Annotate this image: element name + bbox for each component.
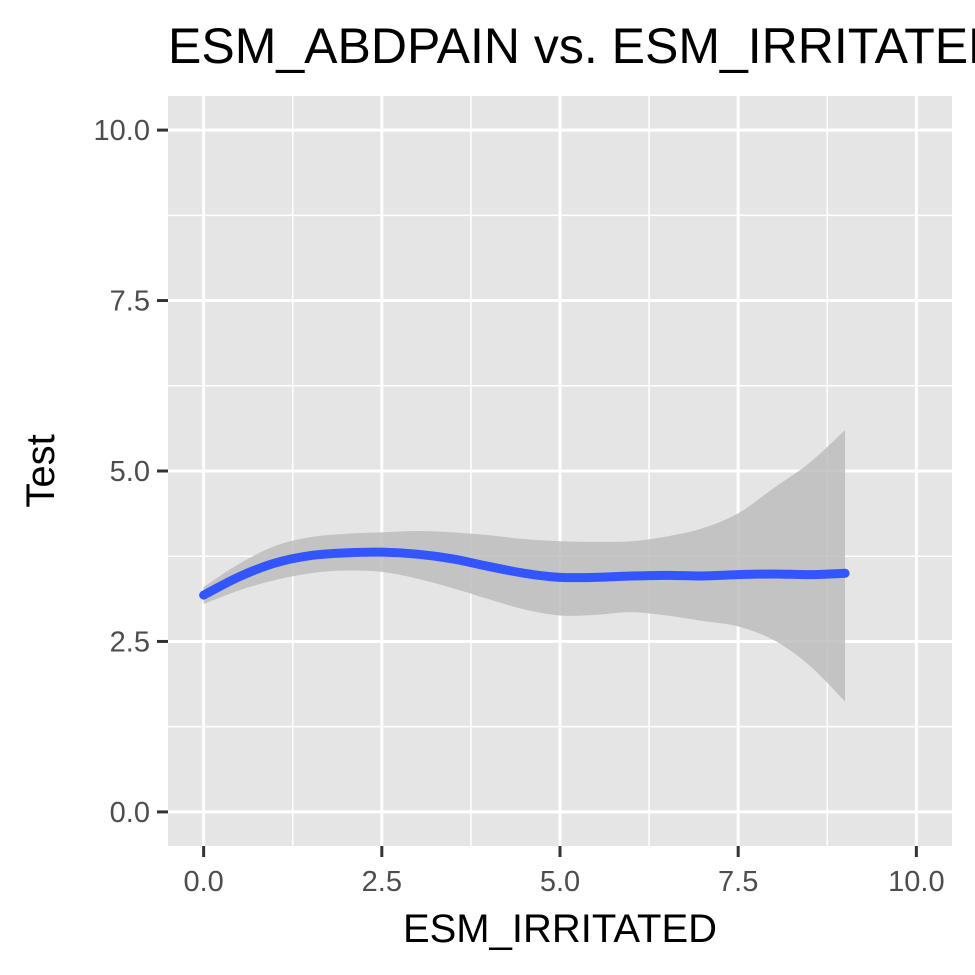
y-axis: 0.0 2.5 5.0 7.5 10.0: [94, 115, 168, 829]
smooth-fit-line: [199, 547, 850, 600]
y-axis-title: Test: [19, 434, 63, 507]
x-tick-label: 0.0: [183, 866, 223, 898]
y-tick-label: 10.0: [94, 115, 150, 147]
y-tick-label: 5.0: [110, 456, 150, 488]
y-tick-label: 0.0: [110, 797, 150, 829]
y-tick-label: 7.5: [110, 286, 150, 318]
grid-major: [168, 96, 952, 846]
chart-title: ESM_ABDPAIN vs. ESM_IRRITATED: [168, 18, 975, 74]
x-tick-label: 2.5: [362, 866, 402, 898]
confidence-ribbon: [203, 430, 846, 702]
x-tick-label: 10.0: [888, 866, 944, 898]
x-tick-label: 7.5: [718, 866, 758, 898]
x-tick-label: 5.0: [540, 866, 580, 898]
x-axis: 0.0 2.5 5.0 7.5 10.0: [183, 846, 945, 898]
x-axis-title: ESM_IRRITATED: [403, 907, 717, 951]
y-tick-label: 2.5: [110, 626, 150, 658]
